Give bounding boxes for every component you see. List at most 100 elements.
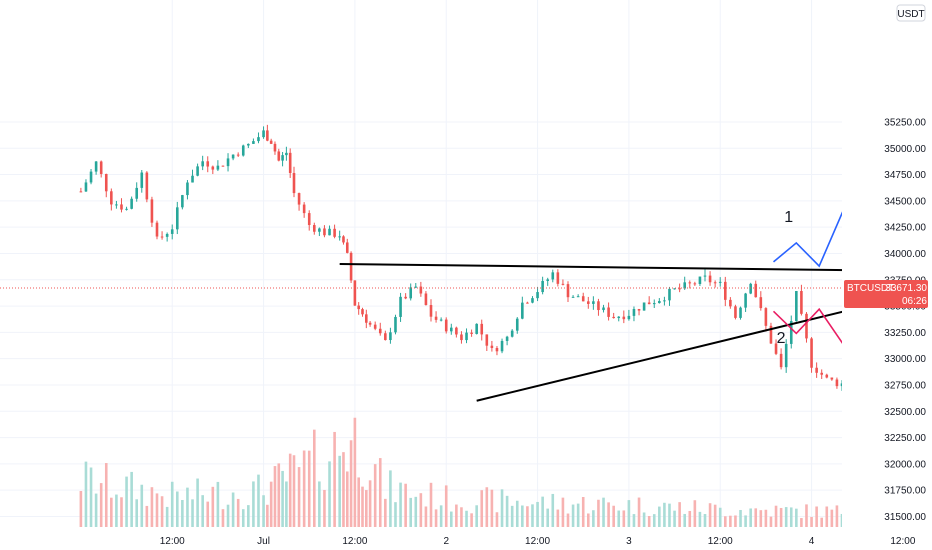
volume-bar xyxy=(262,495,265,527)
volume-bar xyxy=(490,489,494,527)
candle-body xyxy=(328,228,331,236)
candle-body xyxy=(247,143,250,146)
candle-body xyxy=(378,328,382,334)
candle-body xyxy=(342,236,345,243)
volume-bar xyxy=(723,516,727,527)
candle-body xyxy=(104,173,108,192)
trendline-support[interactable] xyxy=(476,307,858,402)
price-tick-label: 33250.00 xyxy=(884,328,926,339)
volume-bar xyxy=(130,471,133,527)
candle-body xyxy=(394,316,397,333)
volume-bar xyxy=(201,495,204,527)
candle-body xyxy=(191,175,194,183)
volume-bar xyxy=(135,499,139,527)
volume-bar xyxy=(835,505,839,527)
time-tick-label: 12:00 xyxy=(890,536,915,547)
price-axis[interactable]: 335250.0035000.0034750.0034500.0034250.0… xyxy=(842,0,932,550)
candle-body xyxy=(434,316,438,320)
candle-body xyxy=(718,281,722,283)
candle-body xyxy=(789,321,793,344)
volume-bar xyxy=(754,508,758,527)
price-tick-label: 32500.00 xyxy=(884,407,926,418)
volume-bar xyxy=(399,482,402,527)
candle-body xyxy=(546,279,550,281)
candle-body xyxy=(365,314,368,323)
candle-body xyxy=(384,333,387,341)
candle-body xyxy=(485,334,489,346)
volume-bar xyxy=(288,453,292,527)
volume-bar xyxy=(394,502,397,527)
volume-bar xyxy=(94,493,98,527)
volume-bar xyxy=(206,501,210,527)
volume-bar xyxy=(612,505,615,527)
volume-bar xyxy=(429,482,433,527)
volume-bar xyxy=(378,458,382,527)
time-tick-label: 2 xyxy=(443,536,449,547)
candle-body xyxy=(810,338,813,368)
volume-bar xyxy=(576,503,580,527)
candle-body xyxy=(551,272,555,280)
candle-body xyxy=(419,286,423,294)
volume-bar xyxy=(165,506,169,527)
volume-bar xyxy=(191,499,194,527)
trendline-resistance[interactable] xyxy=(339,262,858,272)
volume-bar xyxy=(434,509,438,527)
candles xyxy=(79,124,930,391)
candle-body xyxy=(632,309,636,316)
time-tick-label: Jul xyxy=(257,536,270,547)
price-tick-label: 32750.00 xyxy=(884,380,926,391)
candle-body xyxy=(89,171,93,183)
volume-bar xyxy=(312,429,316,527)
price-tick-label: 32000.00 xyxy=(884,459,926,470)
time-tick-label: 4 xyxy=(809,536,815,547)
volume-bar xyxy=(779,507,783,527)
volume-bar xyxy=(541,496,544,527)
currency-button[interactable]: USDT xyxy=(896,4,926,22)
volume-bar xyxy=(764,509,768,527)
volume-bar xyxy=(465,510,468,527)
price-axis-bg xyxy=(842,0,932,550)
candle-body xyxy=(170,229,174,234)
volume-bar xyxy=(480,490,484,527)
volume-bar xyxy=(357,477,360,527)
candle-body xyxy=(318,228,321,232)
candle-body xyxy=(500,340,504,352)
volume-bar xyxy=(637,497,641,527)
candle-body xyxy=(490,345,494,349)
candle-body xyxy=(216,165,220,170)
time-axis[interactable]: 12:00 Jul 12:00 2 12:00 3 12:00 4 12:00 xyxy=(160,536,916,547)
volume-bar xyxy=(257,474,260,527)
volume-bar xyxy=(241,509,245,527)
volume-bar xyxy=(104,463,108,527)
volume-bar xyxy=(181,500,184,527)
candle-body xyxy=(475,323,478,334)
candle-body xyxy=(241,145,245,156)
volume-bar xyxy=(795,508,798,527)
currency-button-bg[interactable] xyxy=(896,4,926,22)
volume-bar xyxy=(485,487,489,527)
candle-body xyxy=(825,374,829,378)
volume-bar xyxy=(269,481,273,527)
candle-body xyxy=(566,284,570,298)
candle-body xyxy=(120,204,123,210)
volume-bar xyxy=(830,509,834,527)
candle-body xyxy=(795,291,798,322)
candle-body xyxy=(526,302,529,304)
volume-bar xyxy=(647,515,651,527)
candle-body xyxy=(617,316,621,319)
candle-body xyxy=(349,252,353,281)
volume-bar xyxy=(820,517,824,527)
volume-bar xyxy=(505,495,509,527)
volume-bar xyxy=(373,464,377,527)
candle-body xyxy=(815,367,818,373)
volume-bar xyxy=(79,490,83,527)
volume-bar xyxy=(384,498,387,527)
candle-body xyxy=(465,332,468,341)
volume-bar xyxy=(708,503,712,527)
price-tick-label: 35250.00 xyxy=(884,117,926,128)
volume-bar xyxy=(120,497,123,527)
volume-bar xyxy=(140,484,144,527)
candle-body xyxy=(424,293,428,306)
